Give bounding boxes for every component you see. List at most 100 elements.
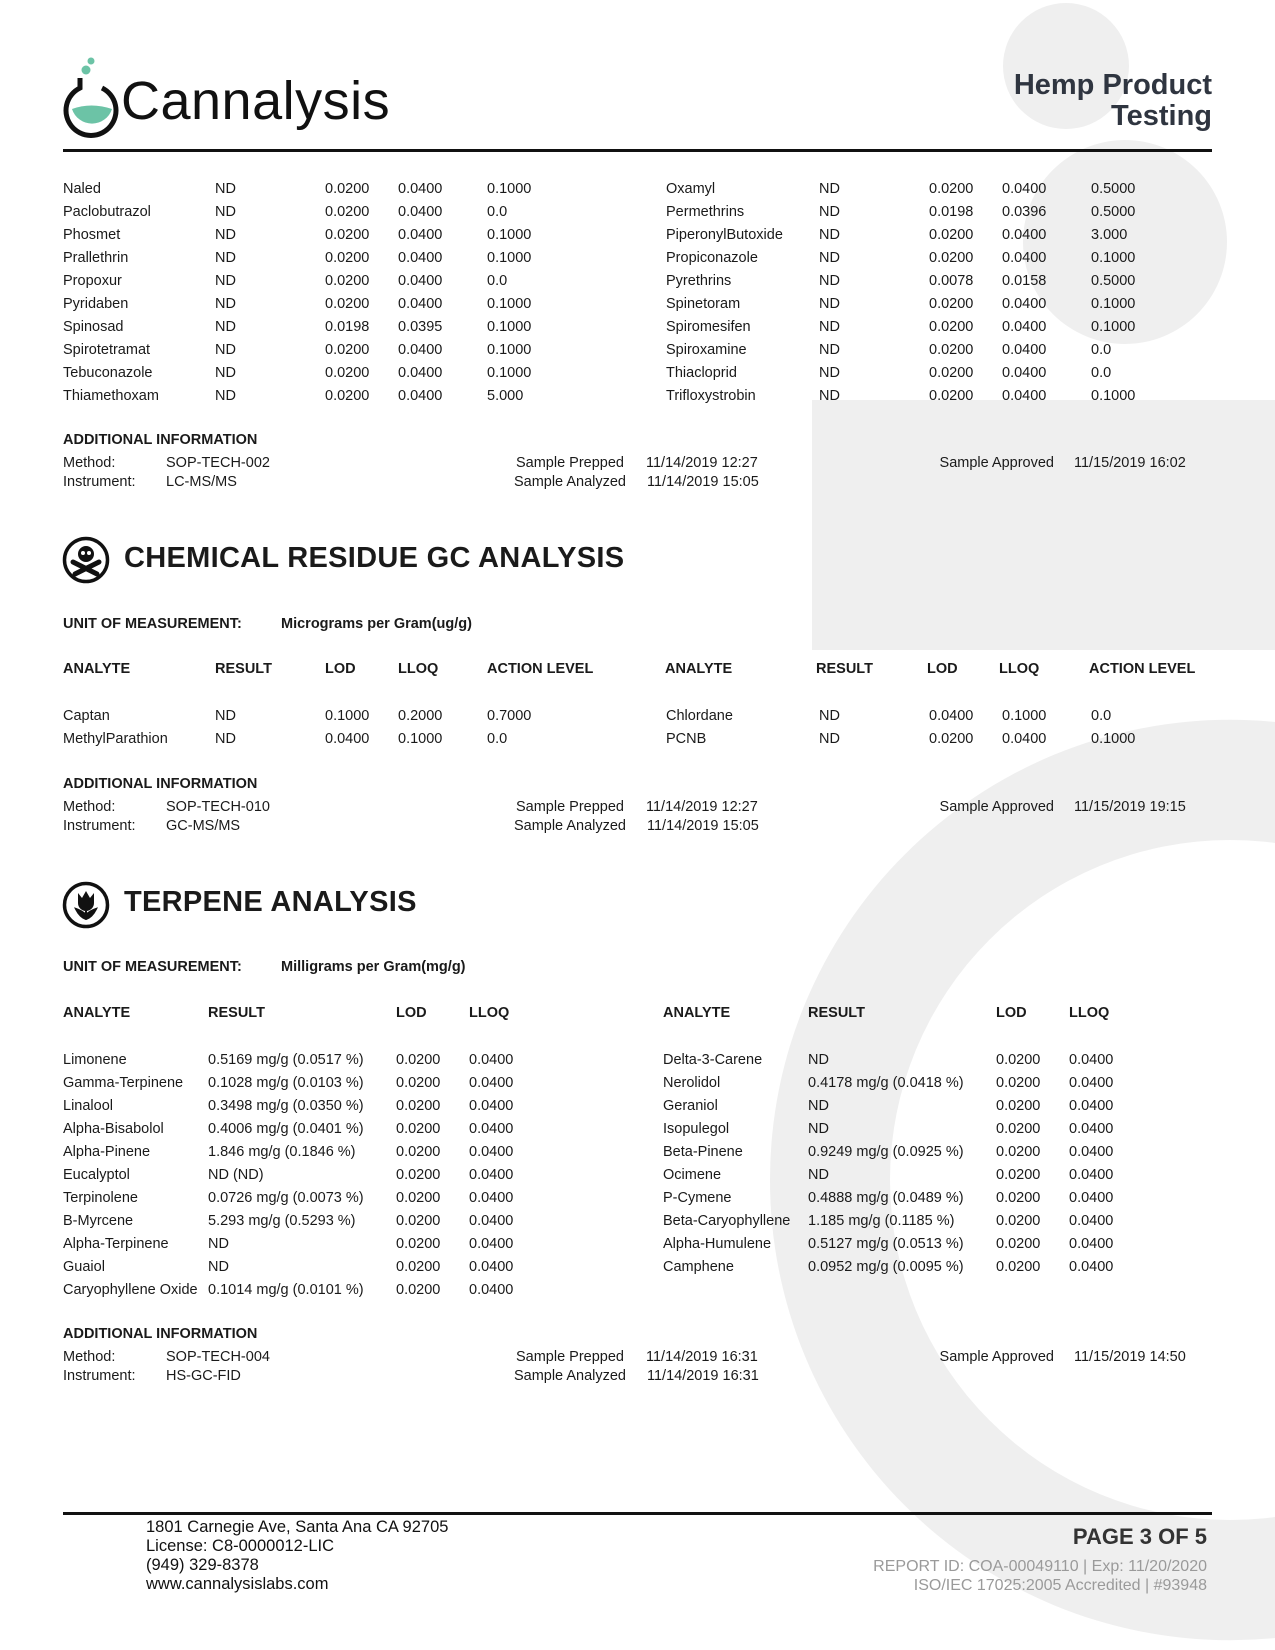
cell-analyte: P-Cymene: [663, 1190, 732, 1206]
cell-lloq: 0.0400: [1069, 1121, 1114, 1137]
cell-lloq: 0.0400: [1002, 342, 1047, 358]
cell-lod: 0.0198: [929, 204, 974, 220]
cell-result: ND: [819, 204, 840, 220]
cell-result: ND: [819, 388, 840, 404]
cell-lloq: 0.1000: [1002, 708, 1047, 724]
cell-analyte: Chlordane: [666, 708, 733, 724]
cell-lod: 0.0200: [929, 319, 974, 335]
cell-lloq: 0.0400: [398, 181, 443, 197]
cell-lloq: 0.0400: [469, 1190, 514, 1206]
column-header-lod: LOD: [325, 661, 356, 677]
cell-result: ND: [215, 731, 236, 747]
instrument-label: Instrument:: [63, 818, 136, 834]
cell-lod: 0.0200: [325, 365, 370, 381]
cell-result: ND: [215, 342, 236, 358]
cell-result: ND: [819, 342, 840, 358]
cell-lloq: 0.0400: [469, 1259, 514, 1275]
cell-analyte: Alpha-Bisabolol: [63, 1121, 164, 1137]
cell-lod: 0.0200: [929, 227, 974, 243]
cell-lod: 0.0200: [996, 1121, 1041, 1137]
cell-analyte: MethylParathion: [63, 731, 168, 747]
cell-result: 0.1014 mg/g (0.0101 %): [208, 1282, 364, 1298]
cell-result: ND: [215, 273, 236, 289]
cell-lod: 0.0400: [325, 731, 370, 747]
cell-action-level: 0.5000: [1091, 273, 1136, 289]
column-header-result: RESULT: [208, 1005, 265, 1021]
sample-analyzed-label: Sample Analyzed: [513, 474, 626, 490]
cell-action-level: 0.0: [1091, 708, 1112, 724]
cell-result: ND: [819, 250, 840, 266]
cell-lod: 0.0200: [996, 1236, 1041, 1252]
flask-logo-icon: [63, 57, 119, 138]
column-header-lloq: LLOQ: [999, 661, 1040, 677]
cell-result: ND: [819, 708, 840, 724]
cell-analyte: Oxamyl: [666, 181, 716, 197]
cell-analyte: Spinetoram: [666, 296, 741, 312]
cell-result: 0.0726 mg/g (0.0073 %): [208, 1190, 364, 1206]
cell-result: ND: [819, 731, 840, 747]
footer-rule: [63, 1512, 1212, 1515]
cell-analyte: Delta-3-Carene: [663, 1052, 763, 1068]
column-header-analyte: ANALYTE: [663, 1005, 731, 1021]
cell-analyte: Alpha-Terpinene: [63, 1236, 169, 1252]
lab-address: 1801 Carnegie Ave, Santa Ana CA 92705: [146, 1518, 449, 1536]
column-header-lod: LOD: [996, 1005, 1027, 1021]
cell-analyte: Eucalyptol: [63, 1167, 130, 1183]
sample-prepped-value: 11/14/2019 16:31: [646, 1349, 758, 1365]
report-id: REPORT ID: COA-00049110 | Exp: 11/20/202…: [873, 1558, 1207, 1575]
cell-action-level: 0.1000: [1091, 319, 1136, 335]
cell-lloq: 0.0400: [398, 388, 443, 404]
gc-unit-label: UNIT OF MEASUREMENT:: [63, 616, 242, 632]
cell-analyte: Captan: [63, 708, 110, 724]
cell-analyte: Prallethrin: [63, 250, 129, 266]
cell-result: 1.185 mg/g (0.1185 %): [808, 1213, 955, 1229]
cell-result: ND: [215, 181, 236, 197]
skull-crossbones-icon: [62, 536, 110, 584]
cell-lod: 0.0200: [325, 250, 370, 266]
sample-prepped-value: 11/14/2019 12:27: [646, 455, 758, 471]
instrument-label: Instrument:: [63, 474, 136, 490]
cell-lloq: 0.0400: [469, 1282, 514, 1298]
cell-analyte: PiperonylButoxide: [666, 227, 783, 243]
cell-lod: 0.0200: [396, 1121, 441, 1137]
cell-lloq: 0.0400: [1069, 1213, 1114, 1229]
terpene-unit-label: UNIT OF MEASUREMENT:: [63, 959, 242, 975]
cell-action-level: 0.1000: [487, 342, 532, 358]
cell-result: ND: [215, 388, 236, 404]
cell-lod: 0.0200: [396, 1236, 441, 1252]
cell-lod: 0.0200: [396, 1144, 441, 1160]
cell-analyte: Alpha-Pinene: [63, 1144, 151, 1160]
cell-action-level: 0.1000: [1091, 296, 1136, 312]
cell-result: 5.293 mg/g (0.5293 %): [208, 1213, 356, 1229]
cell-analyte: Propiconazole: [666, 250, 758, 266]
cell-lod: 0.0200: [396, 1052, 441, 1068]
cell-action-level: 0.5000: [1091, 181, 1136, 197]
cell-result: ND: [819, 365, 840, 381]
column-header-analyte: ANALYTE: [63, 1005, 131, 1021]
cell-analyte: Guaiol: [63, 1259, 105, 1275]
header-rule: [63, 149, 1212, 152]
sample-prepped-label: Sample Prepped: [515, 455, 624, 471]
cell-analyte: Beta-Pinene: [663, 1144, 743, 1160]
cell-lloq: 0.0400: [398, 204, 443, 220]
lab-phone: (949) 329-8378: [146, 1556, 259, 1574]
sample-approved-label: Sample Approved: [939, 455, 1054, 471]
cell-action-level: 0.0: [487, 273, 508, 289]
sample-approved-label: Sample Approved: [939, 1349, 1054, 1365]
cell-lod: 0.0200: [996, 1259, 1041, 1275]
cell-lloq: 0.0400: [1069, 1259, 1114, 1275]
lab-website[interactable]: www.cannalysislabs.com: [146, 1575, 329, 1593]
cell-analyte: Pyrethrins: [666, 273, 732, 289]
cell-lod: 0.0400: [929, 708, 974, 724]
accreditation: ISO/IEC 17025:2005 Accredited | #93948: [913, 1577, 1207, 1594]
terpene-unit-value: Milligrams per Gram(mg/g): [281, 959, 466, 975]
cell-lloq: 0.0400: [469, 1121, 514, 1137]
cell-action-level: 0.1000: [487, 296, 532, 312]
cell-analyte: PCNB: [666, 731, 707, 747]
cell-result: 0.4178 mg/g (0.0418 %): [808, 1075, 964, 1091]
cell-lloq: 0.0400: [469, 1052, 514, 1068]
cell-lloq: 0.0400: [469, 1167, 514, 1183]
cell-lod: 0.0200: [325, 181, 370, 197]
column-header-lloq: LLOQ: [469, 1005, 510, 1021]
cell-analyte: Isopulegol: [663, 1121, 730, 1137]
